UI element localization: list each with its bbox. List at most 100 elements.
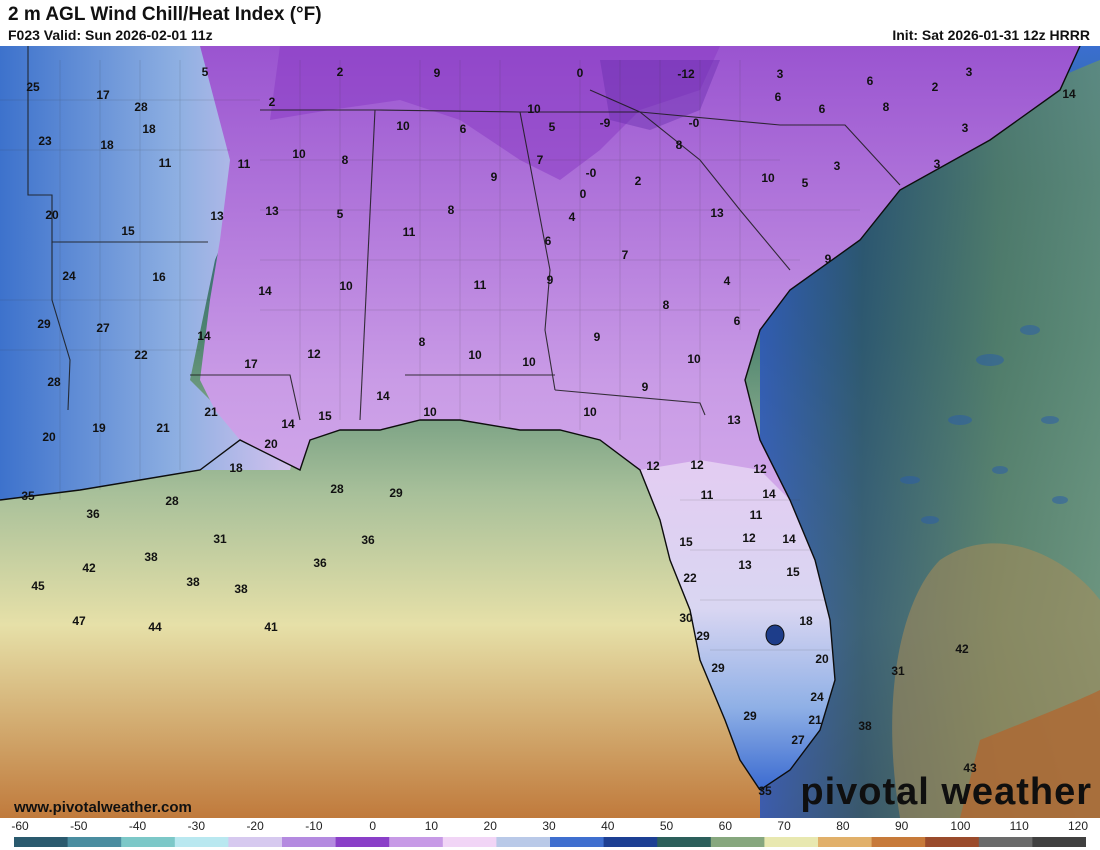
legend-color-swatch — [925, 837, 980, 847]
map-value-label: 7 — [622, 248, 629, 262]
map-value-label: 0 — [577, 66, 584, 80]
map-title: 2 m AGL Wind Chill/Heat Index (°F) — [8, 4, 322, 25]
map-value-label: 10 — [468, 348, 482, 362]
map-value-label: 31 — [213, 532, 227, 546]
land-west — [0, 46, 300, 500]
map-value-label: 4 — [569, 210, 576, 224]
valid-time: F023 Valid: Sun 2026-02-01 11z — [8, 27, 213, 43]
legend-tick-label: -10 — [305, 819, 323, 833]
map-value-label: 17 — [244, 357, 258, 371]
map-value-label: 19 — [92, 421, 106, 435]
map-value-label: 13 — [738, 558, 752, 572]
map-value-label: 27 — [791, 733, 805, 747]
legend-color-swatch — [174, 837, 229, 847]
map-value-label: 31 — [891, 664, 905, 678]
map-value-label: 13 — [265, 204, 279, 218]
map-value-label: 20 — [815, 652, 829, 666]
legend-color-swatch — [710, 837, 765, 847]
map-value-label: 3 — [934, 157, 941, 171]
map-value-label: 29 — [389, 486, 403, 500]
legend-color-swatch — [496, 837, 551, 847]
map-value-label: 6 — [734, 314, 741, 328]
map-value-label: 2 — [635, 174, 642, 188]
map-value-label: 9 — [434, 66, 441, 80]
map-value-label: 13 — [727, 413, 741, 427]
map-value-label: 6 — [867, 74, 874, 88]
legend-tick-label: -30 — [187, 819, 205, 833]
map-value-label: 25 — [26, 80, 40, 94]
map-value-label: 3 — [777, 67, 784, 81]
map-value-label: 11 — [701, 488, 714, 502]
map-value-label: 17 — [96, 88, 110, 102]
map-value-label: 2 — [337, 65, 344, 79]
map-value-label: 36 — [86, 507, 100, 521]
legend-color-swatch — [818, 837, 873, 847]
map-value-label: 5 — [549, 120, 556, 134]
map-value-label: 44 — [148, 620, 162, 634]
map-value-label: 35 — [758, 784, 772, 798]
map-value-label: 9 — [491, 170, 498, 184]
map-value-label: 10 — [687, 352, 701, 366]
map-value-label: 41 — [264, 620, 278, 634]
map-value-label: 13 — [710, 206, 724, 220]
map-value-label: 9 — [825, 252, 832, 266]
map-value-label: 5 — [337, 207, 344, 221]
map-value-label: 14 — [1062, 87, 1076, 101]
map-value-label: -12 — [677, 67, 695, 81]
legend-tick-label: 120 — [1067, 819, 1089, 833]
map-value-label: 13 — [210, 209, 224, 223]
map-value-label: 9 — [642, 380, 649, 394]
map-value-label: 14 — [762, 487, 776, 501]
map-value-label: 29 — [743, 709, 757, 723]
coastline — [0, 46, 1081, 791]
map-value-label: 10 — [527, 102, 541, 116]
map-value-label: 18 — [229, 461, 243, 475]
legend-colorbar — [14, 837, 1086, 847]
map-value-label: 22 — [683, 571, 697, 585]
florida-peninsula — [640, 460, 835, 790]
legend-color-swatch — [121, 837, 176, 847]
map-value-label: 11 — [238, 157, 251, 171]
map-value-label: 10 — [423, 405, 437, 419]
map-value-label: 18 — [799, 614, 813, 628]
map-value-label: 27 — [96, 321, 110, 335]
legend-tick-label: -50 — [70, 819, 88, 833]
map-value-label: 10 — [396, 119, 410, 133]
map-value-label: 38 — [234, 582, 248, 596]
map-value-label: 6 — [460, 122, 467, 136]
map-value-label: 28 — [134, 100, 148, 114]
map-value-label: 8 — [663, 298, 670, 312]
legend-tick-label: 40 — [601, 819, 615, 833]
map-value-label: 36 — [313, 556, 327, 570]
map-value-label: 3 — [966, 65, 973, 79]
legend-tick-label: 70 — [777, 819, 791, 833]
map-value-label: 47 — [72, 614, 86, 628]
map-value-label: 6 — [819, 102, 826, 116]
color-legend: -60 -50 -40 -30 -20 -10 0 10 20 30 40 50 60 70 80 90 100… — [0, 818, 1100, 850]
legend-color-swatch — [228, 837, 283, 847]
map-value-label: 10 — [522, 355, 536, 369]
legend-tick-label: 60 — [718, 819, 733, 833]
map-value-label: 42 — [82, 561, 96, 575]
map-value-label: 8 — [676, 138, 683, 152]
map-value-label: 0 — [580, 187, 587, 201]
legend-tick-label: 50 — [659, 819, 674, 833]
legend-tick-label: 10 — [424, 819, 439, 833]
map-value-label: -0 — [586, 166, 597, 180]
map-value-label: 21 — [204, 405, 218, 419]
map-value-label: 12 — [753, 462, 767, 476]
map-value-label: 10 — [339, 279, 353, 293]
map-value-label: 8 — [883, 100, 890, 114]
map-value-label: 4 — [724, 274, 731, 288]
map-value-label: 38 — [858, 719, 872, 733]
map-value-label: 15 — [786, 565, 800, 579]
map-value-label: 35 — [21, 489, 35, 503]
map-value-label: 20 — [45, 208, 59, 222]
land-southeast — [200, 46, 1080, 790]
map-value-label: 8 — [419, 335, 426, 349]
map-value-label: 15 — [121, 224, 135, 238]
map-value-label: 3 — [834, 159, 841, 173]
legend-tick-label: 90 — [894, 819, 909, 833]
